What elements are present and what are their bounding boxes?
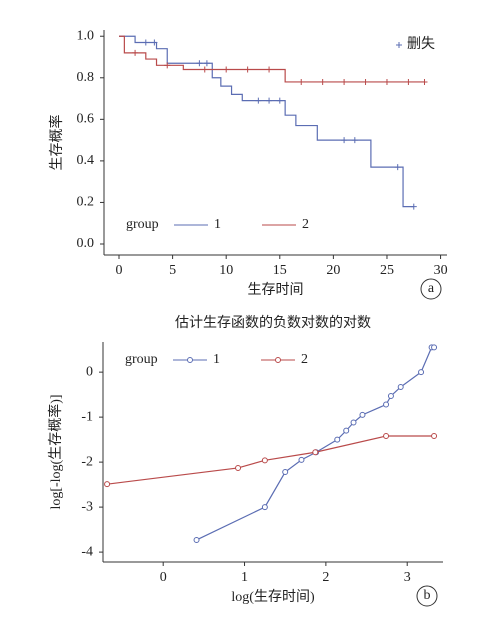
point [193, 536, 200, 543]
x-tick-label: 10 [219, 263, 233, 278]
y-tick-label: 0.6 [77, 112, 95, 127]
legend-label: 2 [301, 352, 308, 367]
censor-mark [276, 97, 283, 104]
y-tick-label: -4 [81, 544, 93, 559]
point [383, 433, 390, 440]
annotation-circle [420, 278, 442, 300]
x-tick-label: 25 [380, 263, 394, 278]
point [359, 411, 366, 418]
x-axis-label: 生存时间 [248, 282, 304, 298]
legend-title: group [125, 352, 158, 367]
y-tick-label: -2 [81, 454, 93, 469]
censor-mark [151, 39, 158, 46]
censor-mark [223, 66, 230, 73]
y-tick-label: -3 [81, 499, 93, 514]
series-line [196, 346, 435, 541]
series-line [119, 35, 414, 208]
censor-mark [203, 60, 210, 67]
censor-mark [196, 60, 203, 67]
point [343, 427, 350, 434]
y-tick-label: -1 [81, 409, 93, 424]
y-tick-label: 0.4 [77, 153, 95, 168]
point [104, 481, 111, 488]
point [312, 449, 319, 456]
point [334, 436, 341, 443]
legend-title: group [126, 217, 159, 232]
point [387, 392, 394, 399]
legend-label: 1 [213, 352, 220, 367]
annotation-circle [416, 585, 438, 607]
x-tick-label: 5 [169, 263, 176, 278]
x-tick-label: 0 [160, 570, 167, 585]
censor-mark [298, 78, 305, 85]
censor-mark [244, 66, 251, 73]
x-tick-label: 20 [326, 263, 340, 278]
censor-mark [383, 78, 390, 85]
legend-label: 2 [302, 217, 309, 232]
point [298, 456, 305, 463]
annotation: a [428, 281, 435, 296]
censor-mark [255, 97, 262, 104]
point [397, 383, 404, 390]
censor-mark [266, 97, 273, 104]
point [431, 433, 438, 440]
censor-mark [132, 49, 139, 56]
censor-mark [319, 78, 326, 85]
point [418, 369, 425, 376]
censor-mark [351, 137, 358, 144]
legend-marker [275, 357, 281, 363]
chart-title: 估计生存函数的负数对数的对数 [175, 315, 371, 331]
censor-mark [405, 78, 412, 85]
point [431, 344, 438, 351]
x-tick-label: 15 [273, 263, 287, 278]
censor-mark [410, 203, 417, 210]
censor-mark [362, 78, 369, 85]
x-tick-label: 30 [434, 263, 448, 278]
point [383, 401, 390, 408]
x-tick-label: 2 [322, 570, 329, 585]
y-tick-label: 0 [86, 364, 93, 379]
y-tick-label: 1.0 [77, 28, 95, 43]
point [350, 419, 357, 426]
x-tick-label: 3 [404, 570, 411, 585]
censor-mark [341, 78, 348, 85]
series-line [106, 435, 435, 485]
y-tick-label: 0.0 [77, 236, 95, 251]
point [282, 469, 289, 476]
y-tick-label: 0.2 [77, 195, 95, 210]
censor-mark [394, 164, 401, 171]
censor-mark [266, 66, 273, 73]
point [261, 504, 268, 511]
legend-censor-label: 删失 [407, 36, 435, 52]
point [261, 457, 268, 464]
censor-mark [341, 137, 348, 144]
legend-label: 1 [214, 217, 221, 232]
legend-censor-mark [396, 42, 402, 48]
legend-marker [187, 357, 193, 363]
censor-mark [142, 39, 149, 46]
point [235, 464, 242, 471]
annotation: b [424, 588, 431, 603]
censor-mark [421, 78, 428, 85]
censor-mark [201, 66, 208, 73]
y-axis-label: log[-log(生存概率)] [47, 394, 64, 509]
y-tick-label: 0.8 [77, 70, 95, 85]
series-line [119, 35, 425, 83]
y-axis-label: 生存概率 [48, 115, 65, 171]
x-tick-label: 1 [241, 570, 248, 585]
x-tick-label: 0 [116, 263, 123, 278]
x-axis-label: log(生存时间) [231, 589, 315, 605]
censor-mark [164, 62, 171, 69]
